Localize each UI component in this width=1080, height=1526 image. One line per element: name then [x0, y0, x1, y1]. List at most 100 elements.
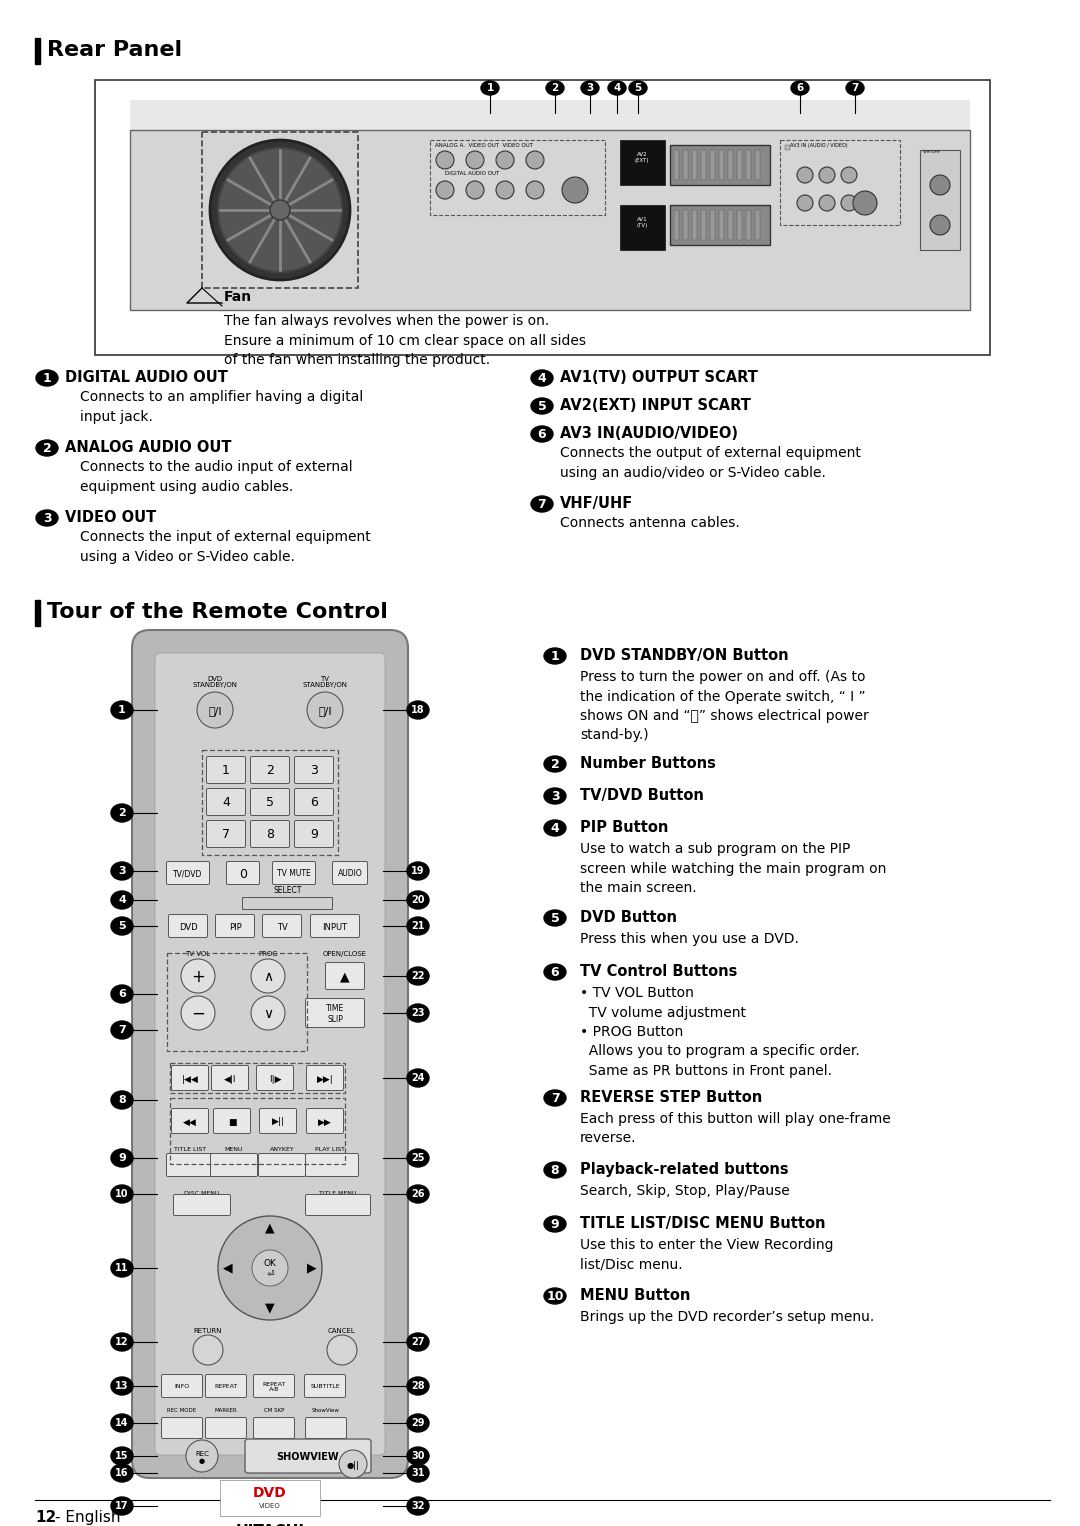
Text: ▶||: ▶|| — [271, 1117, 284, 1126]
Ellipse shape — [111, 1021, 133, 1039]
Bar — [95, 79, 990, 356]
Text: 29: 29 — [411, 1418, 424, 1428]
Bar — [242, 897, 332, 909]
Text: 5: 5 — [266, 797, 274, 809]
Bar — [620, 140, 665, 185]
Text: REC MODE: REC MODE — [167, 1408, 197, 1413]
Text: 23: 23 — [411, 1009, 424, 1018]
FancyBboxPatch shape — [307, 1065, 343, 1091]
Ellipse shape — [36, 369, 58, 386]
Ellipse shape — [407, 917, 429, 935]
Text: Use to watch a sub program on the PIP
screen while watching the main program on
: Use to watch a sub program on the PIP sc… — [580, 842, 887, 896]
Ellipse shape — [407, 1149, 429, 1167]
FancyBboxPatch shape — [272, 862, 315, 885]
Text: OPEN/CLOSE: OPEN/CLOSE — [323, 951, 367, 957]
FancyBboxPatch shape — [206, 789, 245, 815]
FancyBboxPatch shape — [258, 1154, 306, 1177]
FancyBboxPatch shape — [295, 821, 334, 847]
FancyBboxPatch shape — [295, 789, 334, 815]
Circle shape — [327, 1335, 357, 1364]
Text: REPEAT: REPEAT — [214, 1384, 238, 1390]
Bar — [170, 1064, 345, 1093]
Text: DISC MENU: DISC MENU — [185, 1190, 219, 1196]
Ellipse shape — [111, 1091, 133, 1109]
FancyBboxPatch shape — [245, 1439, 372, 1473]
Text: 26: 26 — [411, 1189, 424, 1199]
Ellipse shape — [407, 967, 429, 984]
Circle shape — [465, 151, 484, 169]
Bar — [692, 150, 697, 180]
Ellipse shape — [111, 1447, 133, 1465]
Bar — [430, 140, 605, 215]
Bar — [920, 150, 960, 250]
Ellipse shape — [544, 1288, 566, 1305]
FancyBboxPatch shape — [172, 1065, 208, 1091]
Text: CANCEL: CANCEL — [328, 1328, 356, 1334]
Bar — [130, 130, 970, 310]
Text: 27: 27 — [411, 1337, 424, 1347]
Ellipse shape — [544, 1161, 566, 1178]
Ellipse shape — [111, 1334, 133, 1351]
Text: PLAY LIST: PLAY LIST — [315, 1148, 345, 1152]
Ellipse shape — [544, 964, 566, 980]
Bar — [701, 150, 706, 180]
FancyBboxPatch shape — [306, 1195, 370, 1216]
FancyBboxPatch shape — [254, 1418, 295, 1439]
Text: 25: 25 — [411, 1154, 424, 1163]
Text: PROG: PROG — [258, 951, 278, 957]
Bar — [719, 211, 724, 240]
FancyBboxPatch shape — [251, 789, 289, 815]
Circle shape — [930, 215, 950, 235]
FancyBboxPatch shape — [162, 1375, 203, 1398]
Text: 10: 10 — [546, 1289, 564, 1303]
Circle shape — [853, 191, 877, 215]
Ellipse shape — [544, 755, 566, 772]
Text: 12: 12 — [35, 1511, 56, 1524]
Text: ▲: ▲ — [266, 1221, 274, 1235]
Ellipse shape — [407, 1070, 429, 1087]
Ellipse shape — [407, 891, 429, 909]
Text: TITLE MENU: TITLE MENU — [320, 1190, 356, 1196]
Text: 1: 1 — [551, 650, 559, 662]
Circle shape — [251, 958, 285, 993]
Circle shape — [339, 1450, 367, 1479]
Text: ∧: ∧ — [262, 971, 273, 984]
Bar — [683, 150, 688, 180]
Circle shape — [197, 691, 233, 728]
Text: AUDIO: AUDIO — [338, 870, 363, 879]
FancyBboxPatch shape — [311, 914, 360, 937]
Text: AV2
(EXT): AV2 (EXT) — [635, 153, 649, 163]
FancyBboxPatch shape — [254, 1375, 295, 1398]
Text: 13: 13 — [116, 1381, 129, 1392]
Text: AV1
(TV): AV1 (TV) — [636, 217, 648, 227]
Text: DIGITAL AUDIO OUT: DIGITAL AUDIO OUT — [445, 171, 499, 175]
Bar — [755, 150, 760, 180]
Circle shape — [465, 182, 484, 198]
Ellipse shape — [36, 439, 58, 456]
FancyBboxPatch shape — [306, 998, 365, 1027]
Text: ◀: ◀ — [224, 1262, 233, 1274]
Text: TITLE LIST: TITLE LIST — [174, 1148, 206, 1152]
Ellipse shape — [544, 1216, 566, 1231]
Bar — [728, 211, 733, 240]
FancyBboxPatch shape — [214, 1108, 251, 1134]
Bar — [220, 1480, 320, 1515]
Text: 30: 30 — [411, 1451, 424, 1460]
Text: TIME
SLIP: TIME SLIP — [326, 1004, 345, 1024]
Text: REPEAT
A-B: REPEAT A-B — [262, 1381, 285, 1392]
Text: 9: 9 — [118, 1154, 126, 1163]
FancyBboxPatch shape — [206, 821, 245, 847]
FancyBboxPatch shape — [166, 1154, 214, 1177]
Text: 22: 22 — [411, 971, 424, 981]
Ellipse shape — [544, 1090, 566, 1106]
Ellipse shape — [544, 819, 566, 836]
Circle shape — [210, 140, 350, 279]
Text: 5: 5 — [538, 400, 546, 412]
Bar — [710, 150, 715, 180]
Text: 18: 18 — [411, 705, 424, 716]
Bar — [620, 204, 665, 250]
Ellipse shape — [407, 1497, 429, 1515]
Text: 3: 3 — [43, 511, 52, 525]
Text: 4: 4 — [222, 797, 230, 809]
Ellipse shape — [111, 1149, 133, 1167]
